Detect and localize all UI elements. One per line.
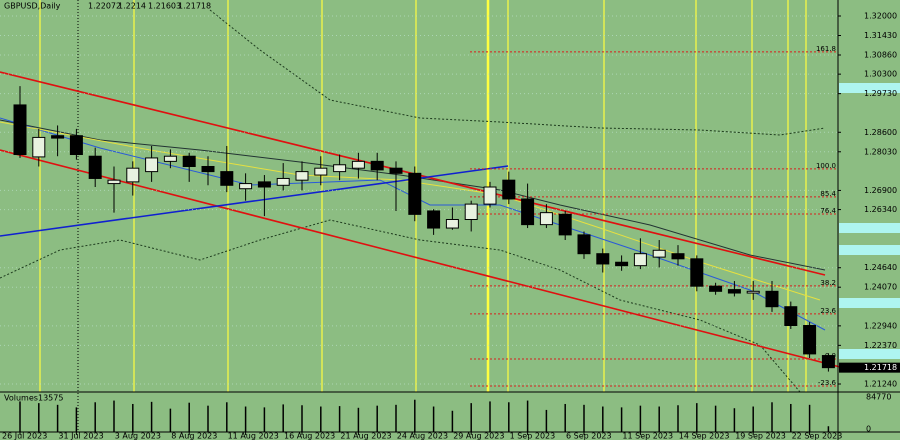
x-tick-label: 6 Sep 2023	[566, 432, 612, 440]
header-open: 1.22072	[88, 2, 121, 11]
fib-label: 85.4	[820, 190, 836, 198]
x-tick-label: 11 Sep 2023	[622, 432, 673, 440]
volume-value: 13575	[38, 394, 63, 403]
volume-tick-label: 0	[866, 425, 871, 434]
candle-body	[69, 135, 83, 156]
candle-body	[389, 167, 403, 174]
candle-body	[803, 325, 817, 355]
y-tick-label: 1.24640	[864, 263, 897, 272]
candle-body	[445, 218, 459, 229]
candle-body	[502, 179, 516, 200]
candle-body	[126, 167, 140, 183]
candle-body	[257, 181, 271, 188]
candle-body	[521, 198, 535, 226]
candle-body	[464, 203, 478, 220]
x-tick-label: 3 Aug 2023	[115, 432, 161, 440]
volume-tick-label: 84770	[866, 393, 891, 402]
candle-body	[370, 160, 384, 171]
x-tick-label: 21 Aug 2023	[340, 432, 391, 440]
x-tick-label: 14 Sep 2023	[679, 432, 730, 440]
candle-body	[88, 155, 102, 179]
candle-body	[671, 253, 685, 260]
candle-body	[690, 258, 704, 287]
candle-body	[577, 234, 591, 255]
y-tick-label: 1.30860	[864, 50, 897, 59]
candle-body	[821, 355, 835, 369]
candle-body	[784, 306, 798, 327]
current-price-box	[839, 362, 900, 373]
candle-body	[351, 160, 365, 169]
candle-body	[314, 167, 328, 176]
fib-label: 76.4	[820, 207, 836, 215]
y-tick-label: 1.29730	[864, 89, 897, 98]
y-tick-label: 1.22940	[864, 321, 897, 330]
axis-markers	[839, 83, 900, 359]
y-tick-label: 1.21240	[864, 379, 897, 388]
y-tick-label: 1.30300	[864, 70, 897, 79]
y-tick-label: 1.26340	[864, 205, 897, 214]
candle-body	[107, 179, 121, 185]
x-tick-label: 26 Jul 2023	[2, 432, 47, 440]
candle-body	[32, 136, 46, 158]
x-tick-label: 8 Aug 2023	[171, 432, 217, 440]
y-tick-label: 1.22370	[864, 341, 897, 350]
header-close: 1.21718	[178, 2, 211, 11]
candle-body	[276, 177, 290, 186]
x-tick-label: 24 Aug 2023	[397, 432, 448, 440]
y-tick-label: 1.28600	[864, 128, 897, 137]
x-tick-label: 29 Aug 2023	[453, 432, 504, 440]
y-tick-label: 1.28030	[864, 147, 897, 156]
x-tick-label: 11 Aug 2023	[228, 432, 279, 440]
candle-body	[333, 164, 347, 173]
current-price-label: 1.21718	[864, 363, 897, 372]
candle-body	[220, 171, 234, 186]
upper-band	[209, 9, 826, 136]
candle-body	[201, 165, 215, 173]
channel-lower	[0, 149, 841, 368]
chart-title: GBPUSD,Daily	[4, 2, 61, 11]
fib-label: 38.2	[820, 279, 836, 287]
candle-body	[652, 249, 666, 258]
y-tick-label: 1.32000	[864, 12, 897, 21]
candle-body	[727, 289, 741, 294]
candle-body	[145, 157, 159, 173]
candle-body	[596, 253, 610, 265]
candle-body	[746, 290, 760, 294]
header-low: 1.21603	[148, 2, 181, 11]
trend-line	[0, 165, 509, 237]
x-tick-label: 19 Sep 2023	[735, 432, 786, 440]
candle-body	[239, 183, 253, 190]
candle-body	[13, 104, 27, 156]
fib-label: -23.6	[818, 379, 837, 387]
candle-body	[709, 285, 723, 292]
candle-body	[483, 186, 497, 205]
fib-label: 100.0	[816, 162, 836, 170]
lower-band	[0, 219, 801, 393]
volume-title: Volumes	[4, 394, 38, 403]
candle-body	[182, 155, 196, 167]
candle-body	[558, 213, 572, 236]
candle-body	[295, 171, 309, 181]
x-tick-label: 31 Jul 2023	[58, 432, 103, 440]
x-tick-label: 16 Aug 2023	[284, 432, 335, 440]
candle-body	[408, 172, 422, 215]
candle-body	[539, 212, 553, 226]
header-high: 1.2214	[118, 2, 146, 11]
candle-body	[163, 155, 177, 162]
fib-label: 23.6	[820, 307, 836, 315]
candle-body	[427, 210, 441, 229]
y-tick-label: 1.31430	[864, 31, 897, 40]
y-tick-label: 1.26900	[864, 186, 897, 195]
candle-body	[615, 261, 629, 267]
candle-body	[633, 253, 647, 267]
fib-label: 161.8	[816, 45, 836, 53]
y-tick-label: 1.24070	[864, 283, 897, 292]
x-tick-label: 22 Sep 2023	[792, 432, 843, 440]
x-tick-label: 1 Sep 2023	[510, 432, 556, 440]
candle-body	[51, 135, 65, 139]
candle-body	[765, 290, 779, 308]
